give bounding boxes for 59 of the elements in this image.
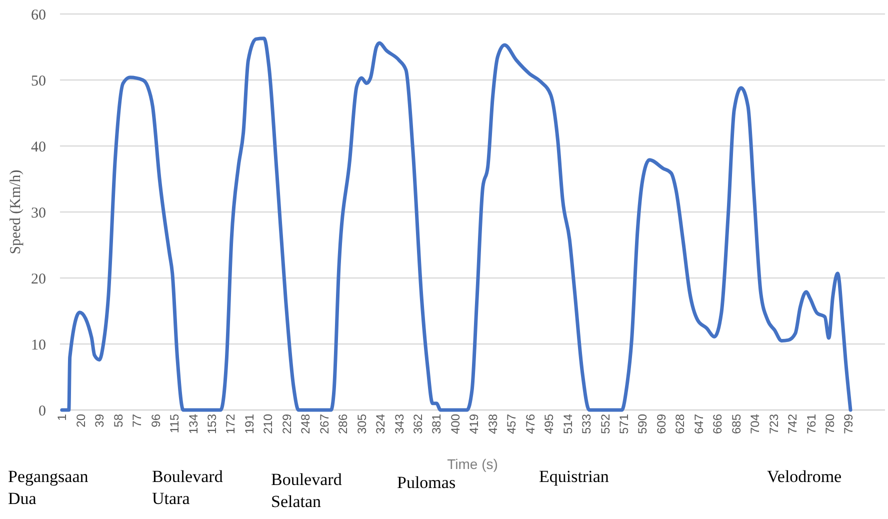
x-tick-label: 476 xyxy=(523,414,538,434)
x-tick-label: 210 xyxy=(261,414,276,434)
x-tick-label: 514 xyxy=(560,414,575,434)
text: Pulomas xyxy=(397,473,456,492)
x-tick-label: 704 xyxy=(748,414,762,434)
x-tick-label: 609 xyxy=(654,414,668,434)
y-tick-label: 0 xyxy=(38,403,46,420)
x-tick-label: 20 xyxy=(74,414,88,428)
y-tick-label: 20 xyxy=(31,271,46,288)
x-tick-label: 39 xyxy=(92,414,107,428)
x-tick-label: 590 xyxy=(636,414,650,434)
x-tick-label: 58 xyxy=(111,414,126,428)
x-tick-label: 400 xyxy=(448,414,462,434)
x-tick-label: 172 xyxy=(224,414,238,434)
x-tick-label: 115 xyxy=(168,414,182,434)
x-tick-label: 799 xyxy=(842,414,856,434)
x-tick-label: 1 xyxy=(55,414,70,421)
x-tick-label: 723 xyxy=(766,414,781,434)
x-tick-label: 571 xyxy=(617,414,631,434)
x-tick-label: 457 xyxy=(504,414,519,434)
y-tick-label: 50 xyxy=(31,73,46,90)
text: Pegangsaan Dua xyxy=(8,467,89,508)
x-tick-label: 419 xyxy=(467,414,482,434)
x-tick-label: 324 xyxy=(374,414,388,434)
x-tick-label: 267 xyxy=(317,414,332,434)
x-tick-label: 495 xyxy=(542,414,556,434)
x-tick-label: 647 xyxy=(692,414,706,434)
x-tick-label: 381 xyxy=(430,414,444,434)
x-tick-label: 343 xyxy=(392,414,406,434)
x-tick-label: 248 xyxy=(298,414,313,434)
text: Boulevard Utara xyxy=(152,467,224,508)
x-tick-label: 438 xyxy=(486,414,500,434)
x-tick-label: 742 xyxy=(786,414,800,434)
x-tick-label: 780 xyxy=(823,414,838,434)
x-tick-label: 191 xyxy=(242,414,256,434)
x-tick-label: 761 xyxy=(804,414,818,434)
x-tick-label: 666 xyxy=(710,414,725,434)
y-tick-label: 10 xyxy=(31,337,46,354)
y-axis-title: Speed (Km/h) xyxy=(8,170,24,254)
x-axis-title: Time (s) xyxy=(447,456,498,472)
x-tick-label: 533 xyxy=(580,414,594,434)
text: Equistrian xyxy=(539,467,610,486)
x-tick-label: 552 xyxy=(598,414,612,434)
text: Boulevard Selatan xyxy=(271,470,342,511)
x-tick-label: 77 xyxy=(130,414,144,428)
x-tick-label: 153 xyxy=(204,414,219,434)
x-tick-label: 305 xyxy=(354,414,369,434)
y-tick-label: 40 xyxy=(31,139,46,156)
y-tick-label: 30 xyxy=(31,205,46,222)
x-tick-label: 362 xyxy=(410,414,425,434)
line-series xyxy=(60,36,852,412)
x-tick-label: 134 xyxy=(186,414,200,434)
x-tick-label: 286 xyxy=(336,414,350,434)
y-tick-label: 60 xyxy=(31,7,46,24)
x-tick-label: 685 xyxy=(729,414,744,434)
x-tick-label: 96 xyxy=(148,414,163,428)
x-tick-label: 628 xyxy=(673,414,688,434)
x-tick-label: 229 xyxy=(280,414,294,434)
text: Velodrome xyxy=(767,467,842,486)
